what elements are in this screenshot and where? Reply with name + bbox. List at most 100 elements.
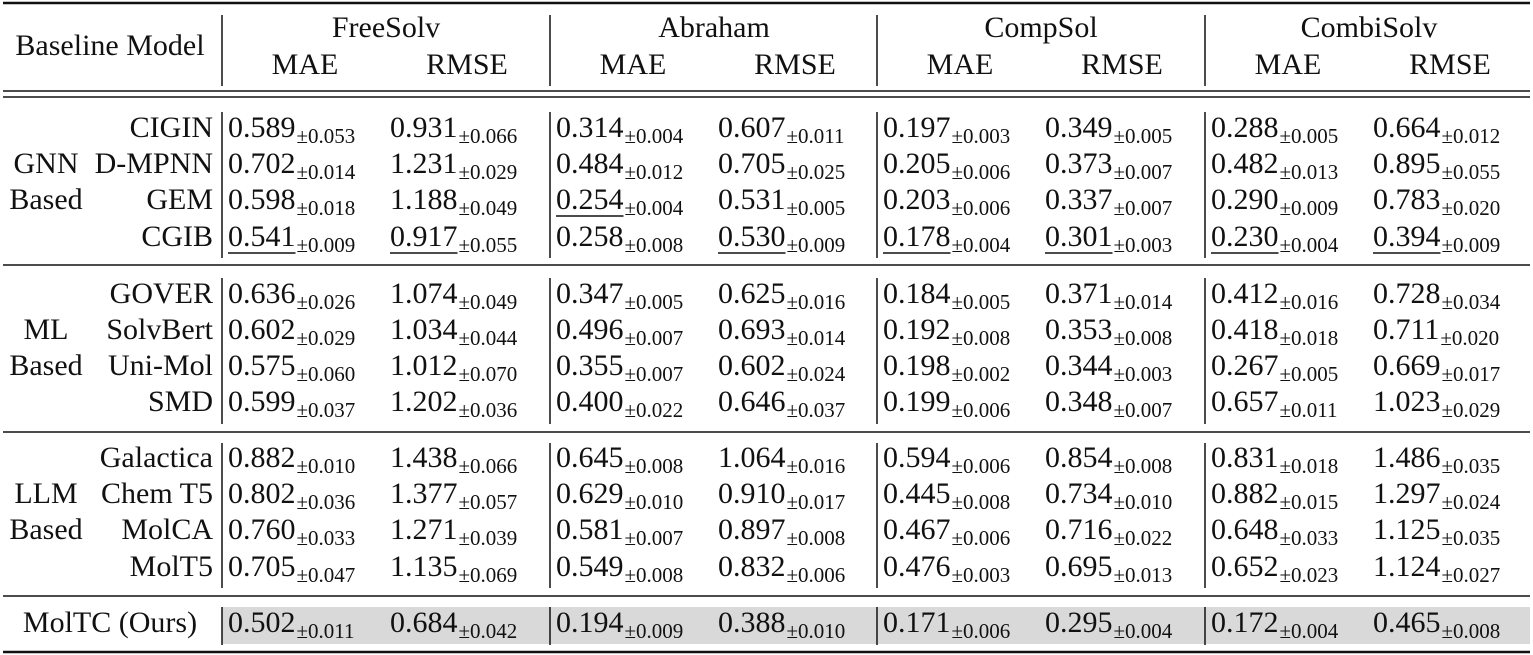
cell-value: 0.910 [718, 477, 786, 510]
cell-value: 0.648 [1211, 513, 1279, 546]
model-name: D-MPNN [95, 147, 213, 180]
cell-value: 1.202 [390, 385, 458, 418]
cell-std: ±0.069 [459, 563, 518, 587]
cell-value: 0.192 [883, 313, 951, 346]
cell-std: ±0.012 [1442, 124, 1501, 148]
cell-std: ±0.005 [1280, 124, 1339, 148]
cell-value: 0.734 [1045, 477, 1113, 510]
cell-std: ±0.039 [459, 526, 518, 550]
cell-value: 0.607 [718, 111, 786, 144]
header-first: Baseline Model [15, 29, 204, 62]
dataset-name: FreeSolv [332, 11, 440, 44]
cell-std: ±0.018 [1280, 326, 1339, 350]
cell-std: ±0.055 [459, 233, 518, 257]
cell-std: ±0.033 [1280, 526, 1339, 550]
cell-std: ±0.047 [297, 563, 356, 587]
cell-value: 0.629 [556, 477, 624, 510]
cell-value: 1.023 [1373, 385, 1441, 418]
cell-value: 0.882 [1211, 477, 1279, 510]
cell-std: ±0.018 [297, 196, 356, 220]
cell-std: ±0.007 [625, 326, 684, 350]
cell-std: ±0.008 [952, 326, 1011, 350]
cell-value: 0.171 [883, 606, 951, 639]
cell-std: ±0.003 [952, 563, 1011, 587]
cell-std: ±0.003 [952, 124, 1011, 148]
cell-value: 0.258 [556, 220, 624, 253]
cell-value: 0.645 [556, 441, 624, 474]
cell-std: ±0.008 [952, 490, 1011, 514]
cell-std: ±0.014 [1114, 290, 1173, 314]
cell-value: 0.194 [556, 606, 624, 639]
cell-value: 0.669 [1373, 349, 1441, 382]
cell-std: ±0.049 [459, 290, 518, 314]
cell-value: 0.388 [718, 606, 786, 639]
cell-std: ±0.005 [1280, 362, 1339, 386]
cell-value: 0.349 [1045, 111, 1113, 144]
cell-std: ±0.020 [1440, 326, 1499, 350]
cell-value: 1.188 [390, 183, 458, 216]
metric-name: MAE [272, 48, 339, 81]
cell-std: ±0.016 [787, 454, 846, 478]
cell-std: ±0.004 [625, 124, 684, 148]
cell-value: 1.124 [1373, 550, 1441, 583]
cell-value: 0.198 [883, 349, 951, 382]
cell-std: ±0.013 [1280, 160, 1339, 184]
cell-value: 1.135 [390, 550, 458, 583]
model-name: Chem T5 [101, 477, 213, 510]
cell-std: ±0.036 [459, 398, 518, 422]
cell-std: ±0.035 [1442, 454, 1501, 478]
cell-std: ±0.010 [625, 490, 684, 514]
cell-std: ±0.034 [1442, 290, 1501, 314]
cell-value: 0.783 [1373, 183, 1441, 216]
group-label: GNN [14, 147, 79, 180]
cell-value: 0.373 [1045, 147, 1113, 180]
cell-std: ±0.009 [1442, 233, 1501, 257]
cell-value: 0.549 [556, 550, 624, 583]
cell-std: ±0.066 [459, 454, 518, 478]
cell-std: ±0.042 [459, 619, 518, 643]
model-name: GEM [146, 183, 213, 216]
cell-std: ±0.026 [297, 290, 356, 314]
cell-std: ±0.005 [1114, 124, 1173, 148]
metric-name: RMSE [426, 48, 508, 81]
cell-std: ±0.010 [787, 619, 846, 643]
cell-value: 0.693 [718, 313, 786, 346]
cell-std: ±0.015 [1280, 490, 1339, 514]
cell-std: ±0.008 [625, 563, 684, 587]
cell-value: 0.575 [228, 349, 296, 382]
cell-std: ±0.005 [625, 290, 684, 314]
cell-value: 0.496 [556, 313, 624, 346]
cell-std: ±0.057 [459, 490, 518, 514]
group-label: Based [9, 349, 82, 382]
cell-std: ±0.070 [459, 362, 518, 386]
cell-value: 0.394 [1373, 220, 1441, 253]
cell-std: ±0.009 [297, 233, 356, 257]
cell-value: 0.702 [228, 147, 296, 180]
cell-value: 1.271 [390, 513, 458, 546]
model-name: MolTC (Ours) [23, 606, 197, 639]
model-name: CGIB [141, 220, 213, 253]
cell-value: 0.602 [228, 313, 296, 346]
cell-std: ±0.005 [952, 290, 1011, 314]
cell-value: 1.377 [390, 477, 458, 510]
model-name: Uni-Mol [108, 349, 213, 382]
cell-std: ±0.014 [787, 326, 846, 350]
cell-value: 0.652 [1211, 550, 1279, 583]
cell-std: ±0.044 [459, 326, 518, 350]
cell-value: 0.598 [228, 183, 296, 216]
cell-std: ±0.029 [297, 326, 356, 350]
cell-value: 0.589 [228, 111, 296, 144]
cell-std: ±0.004 [1280, 619, 1339, 643]
cell-value: 0.705 [718, 147, 786, 180]
cell-value: 0.684 [390, 606, 458, 639]
cell-value: 0.400 [556, 385, 624, 418]
cell-value: 0.594 [883, 441, 951, 474]
group-label: ML [24, 313, 69, 346]
cell-std: ±0.023 [1280, 563, 1339, 587]
cell-std: ±0.011 [297, 619, 355, 643]
cell-std: ±0.020 [1442, 196, 1501, 220]
cell-value: 1.012 [390, 349, 458, 382]
cell-std: ±0.006 [952, 398, 1011, 422]
cell-value: 0.344 [1045, 349, 1113, 382]
